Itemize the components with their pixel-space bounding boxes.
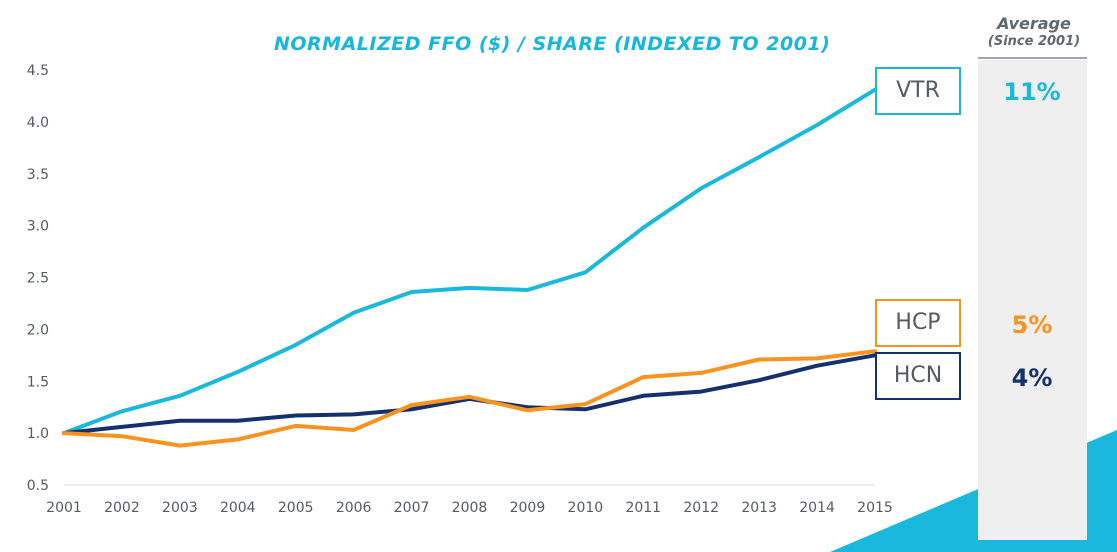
x-tick-label: 2015 — [857, 500, 893, 516]
x-tick-label: 2001 — [46, 500, 82, 516]
average-header: Average (Since 2001) — [978, 14, 1090, 49]
x-tick-label: 2010 — [568, 500, 604, 516]
x-tick-label: 2014 — [799, 500, 835, 516]
y-tick-label: 4.5 — [27, 63, 49, 79]
y-tick-label: 3.0 — [27, 219, 49, 235]
y-tick-label: 2.0 — [27, 322, 49, 338]
x-tick-label: 2007 — [394, 500, 430, 516]
x-tick-label: 2004 — [220, 500, 256, 516]
x-tick-label: 2013 — [741, 500, 777, 516]
x-tick-label: 2002 — [104, 500, 140, 516]
series-line-vtr — [62, 87, 877, 436]
x-tick-label: 2003 — [162, 500, 198, 516]
y-tick-label: 0.5 — [27, 478, 49, 494]
series-label-hcn: HCN — [875, 352, 961, 400]
x-axis: 2001 2002 2003 2004 2005 2006 2007 2008 2009 2010… — [46, 500, 893, 516]
x-tick-label: 2008 — [452, 500, 488, 516]
y-tick-label: 3.5 — [27, 167, 49, 183]
avg-growth-hcn: 4% — [1011, 364, 1053, 392]
avg-growth-vtr: 11% — [1003, 78, 1061, 106]
average-title: Average — [997, 14, 1071, 33]
x-tick-label: 2006 — [336, 500, 372, 516]
series-label-vtr: VTR — [875, 67, 961, 115]
y-tick-label: 1.5 — [27, 374, 49, 390]
x-tick-label: 2009 — [510, 500, 546, 516]
series-label-hcp: HCP — [875, 299, 961, 347]
y-axis: 0.5 1.0 1.5 2.0 2.5 3.0 3.5 4.0 4.5 — [27, 63, 49, 494]
y-tick-label: 2.5 — [27, 271, 49, 287]
average-divider — [978, 57, 1087, 59]
y-tick-label: 1.0 — [27, 426, 49, 442]
series-line-hcp — [62, 349, 877, 448]
x-tick-label: 2012 — [683, 500, 719, 516]
y-tick-label: 4.0 — [27, 115, 49, 131]
series-line-hcn — [62, 353, 877, 436]
average-subtitle: (Since 2001) — [987, 34, 1081, 49]
x-tick-label: 2005 — [278, 500, 314, 516]
plot-area — [62, 87, 877, 448]
x-tick-label: 2011 — [625, 500, 661, 516]
chart-title: NORMALIZED FFO ($) / SHARE (INDEXED TO 2… — [274, 33, 831, 55]
avg-growth-hcp: 5% — [1011, 311, 1053, 339]
average-panel — [978, 60, 1087, 540]
